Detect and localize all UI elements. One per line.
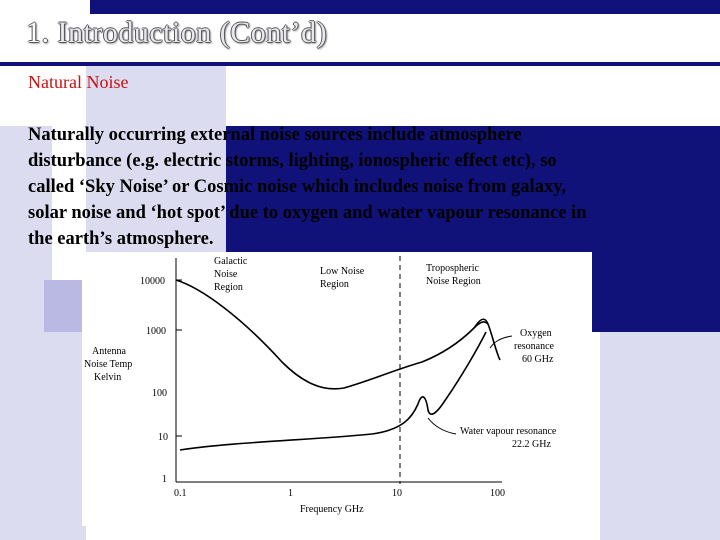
lavender-column [86, 66, 226, 126]
y-tick-label: 1000 [146, 326, 166, 337]
oxygen-pointer [489, 335, 513, 349]
body-line: the earth’s atmosphere. [28, 229, 214, 249]
body-line: Naturally occurring external noise sourc… [28, 125, 522, 145]
galactic-region-label: Region [214, 282, 243, 293]
slide-title: 1. Introduction (Cont’d) [26, 16, 327, 50]
body-line: solar noise and ‘hot spot’ due to oxygen… [28, 203, 587, 223]
x-tick-label: 10 [392, 488, 402, 499]
y-tick-label: 1 [162, 474, 167, 485]
mid-lavender-block [44, 280, 86, 332]
oxygen-resonance-label: 60 GHz [522, 354, 554, 365]
oxygen-peak-curve [473, 318, 489, 329]
noise-temperature-figure: 10000 1000 100 10 1 0.1 1 10 100 Antenna… [82, 252, 592, 526]
navy-block-top [90, 0, 720, 14]
title-band [0, 14, 720, 64]
navy-underline [0, 62, 720, 66]
title-text: Introduction (Cont’d) [49, 16, 328, 49]
body-line: disturbance (e.g. electric storms, light… [28, 151, 557, 171]
water-vapour-curve [179, 331, 487, 451]
noise-temperature-curve [175, 279, 501, 390]
x-tick-label: 100 [490, 488, 505, 499]
water-vapour-pointer [427, 417, 457, 435]
x-axis-title: Frequency GHz [300, 504, 364, 515]
low-noise-region-label: Region [320, 279, 349, 290]
lavender-block-left [0, 126, 52, 332]
x-tick-label: 0.1 [174, 488, 187, 499]
y-tick-label: 10 [158, 432, 168, 443]
water-vapour-label: Water vapour resonance [460, 426, 557, 437]
y-tick-label: 10000 [140, 276, 165, 287]
x-tick-label: 1 [288, 488, 293, 499]
tropospheric-region-label: Noise Region [426, 276, 481, 287]
body-line: called ‘Sky Noise’ or Cosmic noise which… [28, 177, 567, 197]
lavender-strip-bottom [0, 332, 86, 540]
galactic-region-label: Galactic [214, 256, 248, 267]
lavender-strip-right [600, 332, 720, 540]
y-axis-title-line: Noise Temp [84, 359, 132, 370]
body-paragraph: Naturally occurring external noise sourc… [28, 122, 708, 252]
low-noise-region-label: Low Noise [320, 266, 365, 277]
y-axis-title-line: Kelvin [94, 372, 121, 383]
oxygen-resonance-label: Oxygen [520, 328, 552, 339]
galactic-region-label: Noise [214, 269, 238, 280]
y-axis-title-line: Antenna [92, 346, 126, 357]
subtitle: Natural Noise [28, 72, 129, 92]
noise-figure-svg: 10000 1000 100 10 1 0.1 1 10 100 Antenna… [84, 256, 557, 515]
oxygen-resonance-label: resonance [514, 341, 555, 352]
water-vapour-label: 22.2 GHz [512, 439, 551, 450]
y-tick-label: 100 [152, 388, 167, 399]
title-number: 1. [26, 16, 50, 49]
tropospheric-region-label: Tropospheric [426, 263, 480, 274]
